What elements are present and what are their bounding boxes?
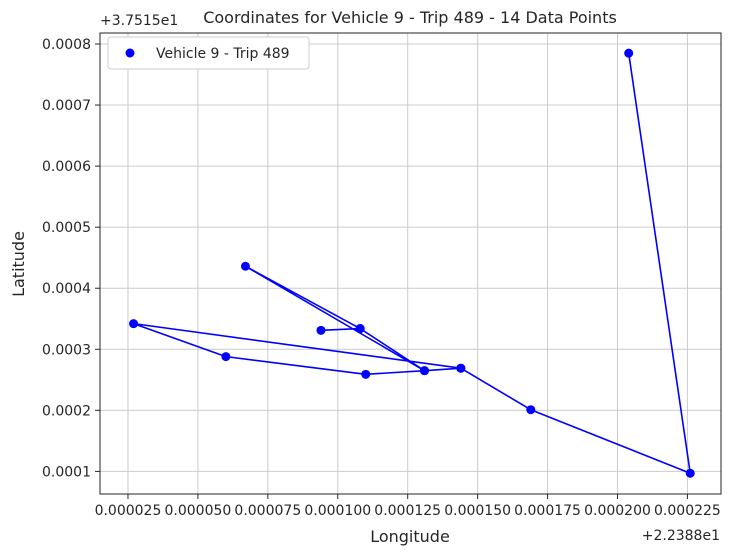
x-axis-label: Longitude xyxy=(370,527,450,546)
data-point xyxy=(221,352,231,362)
grid xyxy=(100,33,721,494)
y-tick-label: 0.0001 xyxy=(42,464,91,480)
legend-label: Vehicle 9 - Trip 489 xyxy=(156,46,290,62)
chart-title: Coordinates for Vehicle 9 - Trip 489 - 1… xyxy=(203,8,617,27)
legend-box xyxy=(107,36,310,70)
x-tick-label: 0.000075 xyxy=(234,503,301,519)
y-tick-label: 0.0003 xyxy=(42,342,91,358)
data-point xyxy=(316,325,326,335)
x-tick-label: 0.000050 xyxy=(164,503,231,519)
y-tick-label: 0.0004 xyxy=(42,281,91,297)
y-tick-label: 0.0008 xyxy=(42,37,91,53)
x-tick-label: 0.000225 xyxy=(654,503,721,519)
x-tick-label: 0.000100 xyxy=(304,503,371,519)
axis-ticks: 0.000025 0.000050 0.000075 0.000100 0.000125… xyxy=(42,37,721,519)
series-group xyxy=(129,48,695,478)
x-tick-label: 0.000200 xyxy=(584,503,651,519)
plot-area-frame xyxy=(99,32,722,495)
y-tick-label: 0.0002 xyxy=(42,403,91,419)
legend-marker xyxy=(125,48,135,58)
y-tick-label: 0.0007 xyxy=(42,98,91,114)
data-point xyxy=(526,405,536,415)
data-point xyxy=(419,366,429,376)
y-tick-label: 0.0006 xyxy=(42,159,91,175)
data-point xyxy=(355,324,365,334)
data-point xyxy=(361,369,371,379)
x-offset-label: +2.2388e1 xyxy=(642,528,720,544)
x-tick-label: 0.000125 xyxy=(374,503,441,519)
data-point xyxy=(624,48,634,58)
data-point xyxy=(240,261,250,271)
x-tick-label: 0.000025 xyxy=(95,503,162,519)
y-axis-label: Latitude xyxy=(9,231,28,297)
data-point xyxy=(456,363,466,373)
y-tick-label: 0.0005 xyxy=(42,220,91,236)
x-tick-label: 0.000150 xyxy=(444,503,511,519)
legend: Vehicle 9 - Trip 489 xyxy=(107,36,310,70)
x-tick-label: 0.000175 xyxy=(514,503,581,519)
data-point xyxy=(685,468,695,478)
data-point xyxy=(129,319,139,329)
y-offset-label: +3.7515e1 xyxy=(100,13,178,29)
series-line xyxy=(132,53,692,475)
